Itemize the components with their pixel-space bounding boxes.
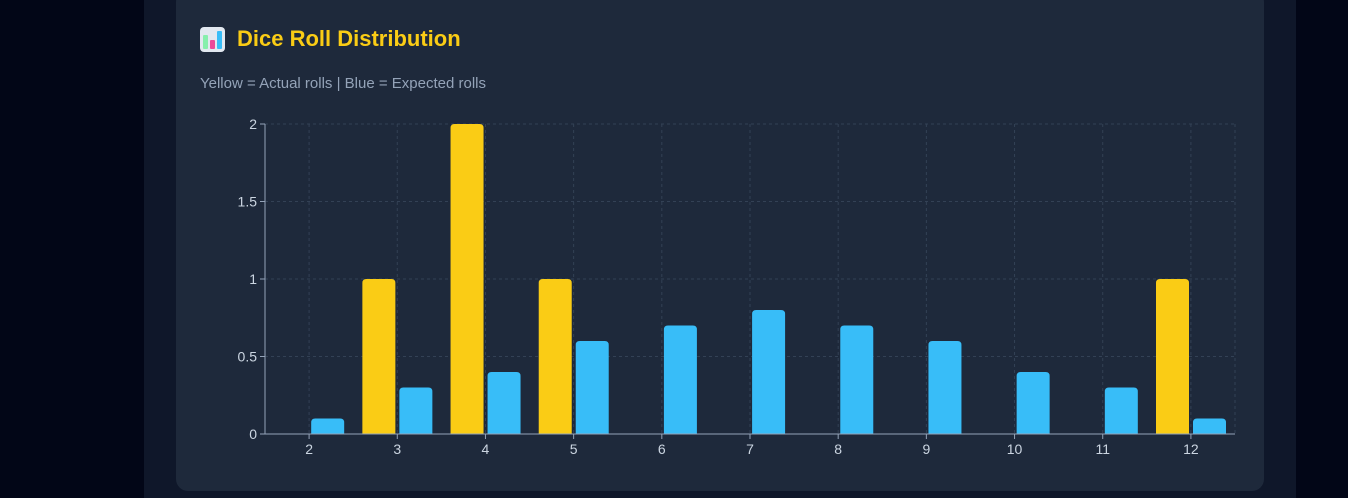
x-tick-label: 3 (393, 441, 401, 457)
card-title: Dice Roll Distribution (200, 26, 461, 52)
bar-expected (752, 310, 786, 434)
x-tick-label: 12 (1183, 441, 1199, 457)
y-tick-label: 1 (249, 271, 257, 287)
bar-expected (1016, 372, 1050, 434)
bar-expected (311, 418, 345, 434)
chart-card: Dice Roll Distribution Yellow = Actual r… (176, 0, 1264, 491)
x-tick-label: 11 (1095, 441, 1110, 457)
x-tick-label: 5 (570, 441, 578, 457)
bar-actual (1156, 279, 1189, 434)
y-tick-label: 1.5 (238, 194, 258, 210)
title-text: Dice Roll Distribution (237, 26, 461, 51)
x-tick-label: 8 (834, 441, 842, 457)
chart-subtitle: Yellow = Actual rolls | Blue = Expected … (200, 75, 486, 92)
bar-actual (538, 279, 572, 434)
y-tick-label: 2 (249, 116, 257, 132)
bar-expected (928, 341, 962, 434)
bar-expected (663, 325, 697, 434)
bar-actual (450, 124, 484, 434)
bar-expected (840, 325, 874, 434)
bar-actual (362, 279, 396, 434)
x-tick-label: 10 (1007, 441, 1023, 457)
x-tick-label: 4 (482, 441, 490, 457)
y-tick-label: 0 (249, 426, 257, 442)
x-tick-label: 9 (922, 441, 930, 457)
x-tick-label: 6 (658, 441, 666, 457)
x-tick-label: 2 (305, 441, 313, 457)
bar-chart-icon (200, 26, 225, 52)
bar-expected (487, 372, 521, 434)
y-tick-label: 0.5 (238, 349, 258, 365)
bar-expected (1193, 418, 1226, 434)
bar-expected (399, 387, 433, 434)
bar-expected (575, 341, 609, 434)
bar-expected (1104, 387, 1138, 434)
x-tick-label: 7 (746, 441, 754, 457)
